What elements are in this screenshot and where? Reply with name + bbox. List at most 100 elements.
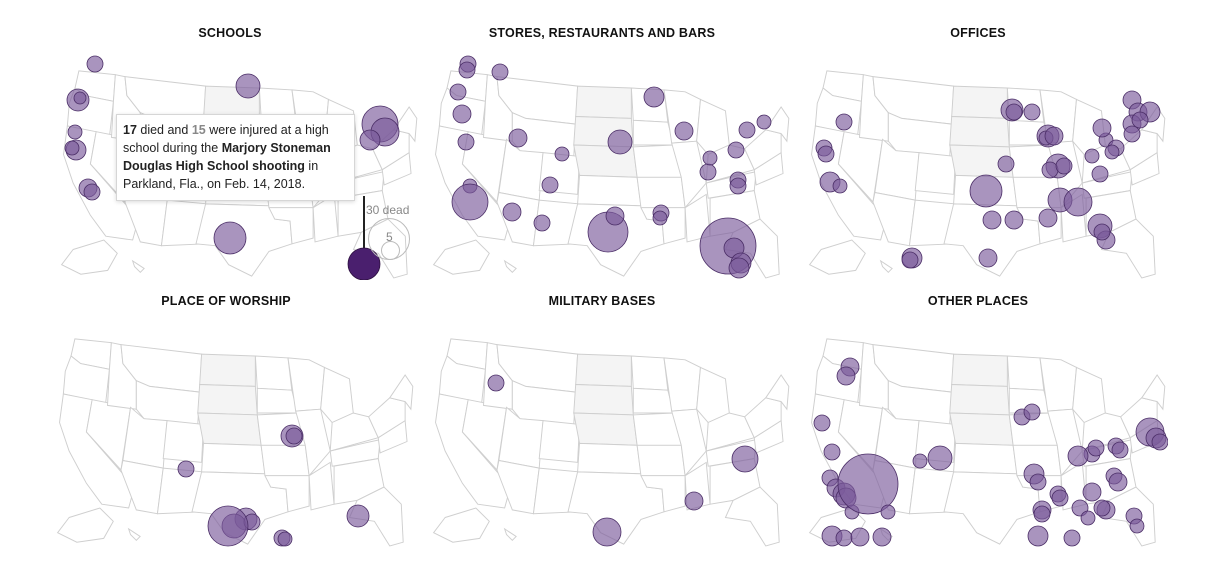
incident-bubble[interactable]: [1131, 111, 1149, 129]
incident-bubble[interactable]: [1151, 433, 1168, 451]
incident-bubble[interactable]: [285, 427, 303, 445]
incident-bubble[interactable]: [554, 146, 570, 162]
incident-bubble[interactable]: [1104, 144, 1120, 160]
bubble-group: [813, 357, 1168, 547]
incident-bubble[interactable]: [1129, 518, 1145, 534]
incident-bubble[interactable]: [1038, 208, 1058, 228]
us-map: [432, 338, 790, 547]
highlighted-bubble[interactable]: [347, 247, 381, 280]
incident-bubble[interactable]: [927, 445, 953, 471]
incident-bubble[interactable]: [1023, 403, 1041, 421]
state-shape: [951, 353, 1008, 387]
incident-bubble[interactable]: [1005, 103, 1023, 121]
incident-bubble[interactable]: [1063, 187, 1093, 217]
incident-bubble[interactable]: [912, 453, 928, 469]
incident-bubble[interactable]: [1044, 126, 1064, 146]
state-shape: [636, 444, 686, 477]
incident-bubble[interactable]: [359, 129, 381, 151]
incident-bubble[interactable]: [508, 128, 528, 148]
incident-bubble[interactable]: [813, 414, 831, 432]
incident-bubble[interactable]: [1082, 482, 1102, 502]
incident-bubble[interactable]: [592, 517, 622, 547]
incident-bubble[interactable]: [901, 251, 919, 269]
incident-bubble[interactable]: [207, 505, 249, 547]
incident-bubble[interactable]: [235, 73, 261, 99]
incident-bubble[interactable]: [213, 221, 247, 255]
incident-bubble[interactable]: [835, 529, 853, 547]
us-map: [808, 70, 1166, 279]
incident-bubble[interactable]: [449, 83, 467, 101]
incident-bubble[interactable]: [533, 214, 551, 232]
incident-bubble[interactable]: [1029, 473, 1047, 491]
incident-bubble[interactable]: [502, 202, 522, 222]
bubble-group: [177, 424, 370, 547]
incident-bubble[interactable]: [1084, 148, 1100, 164]
incident-bubble[interactable]: [605, 206, 625, 226]
incident-bubble[interactable]: [836, 366, 856, 386]
incident-bubble[interactable]: [731, 445, 759, 473]
incident-bubble[interactable]: [1111, 441, 1129, 459]
incident-bubble[interactable]: [458, 61, 476, 79]
incident-bubble[interactable]: [541, 176, 559, 194]
incident-bubble[interactable]: [982, 210, 1002, 230]
incident-bubble[interactable]: [756, 114, 772, 130]
incident-bubble[interactable]: [1087, 439, 1105, 457]
incident-bubble[interactable]: [729, 177, 747, 195]
incident-bubble[interactable]: [346, 504, 370, 528]
incident-bubble[interactable]: [1091, 165, 1109, 183]
incident-bubble[interactable]: [643, 86, 665, 108]
incident-bubble[interactable]: [1051, 489, 1069, 507]
incident-bubble[interactable]: [1108, 472, 1128, 492]
incident-bubble[interactable]: [86, 55, 104, 73]
incident-bubble[interactable]: [177, 460, 195, 478]
incident-bubble[interactable]: [684, 491, 704, 511]
state-shape: [496, 459, 540, 515]
incident-bubble[interactable]: [67, 124, 83, 140]
incident-bubble[interactable]: [487, 374, 505, 392]
incident-bubble[interactable]: [1041, 161, 1059, 179]
incident-bubble[interactable]: [1080, 510, 1096, 526]
incident-bubble[interactable]: [457, 133, 475, 151]
incident-bubble[interactable]: [880, 504, 896, 520]
incident-bubble[interactable]: [978, 248, 998, 268]
incident-bubble[interactable]: [1093, 223, 1111, 241]
incident-bubble[interactable]: [607, 129, 633, 155]
incident-bubble[interactable]: [1033, 505, 1051, 523]
incident-bubble[interactable]: [652, 210, 668, 226]
incident-bubble[interactable]: [1092, 118, 1112, 138]
incident-bubble[interactable]: [872, 527, 892, 547]
incident-bubble[interactable]: [817, 145, 835, 163]
incident-bubble[interactable]: [1004, 210, 1024, 230]
state-shape: [764, 106, 790, 143]
incident-bubble[interactable]: [451, 183, 489, 221]
incident-bubble[interactable]: [1055, 157, 1073, 175]
incident-bubble[interactable]: [1027, 525, 1049, 547]
incident-bubble[interactable]: [73, 91, 87, 105]
incident-bubble[interactable]: [1123, 125, 1141, 143]
incident-bubble[interactable]: [64, 140, 80, 156]
incident-bubble[interactable]: [1063, 529, 1081, 547]
incident-bubble[interactable]: [823, 443, 841, 461]
incident-bubble[interactable]: [837, 453, 899, 515]
incident-bubble[interactable]: [1067, 445, 1089, 467]
incident-bubble[interactable]: [674, 121, 694, 141]
incident-bubble[interactable]: [738, 121, 756, 139]
state-shape: [914, 152, 957, 195]
incident-bubble[interactable]: [1093, 499, 1111, 517]
incident-bubble[interactable]: [491, 63, 509, 81]
incident-bubble[interactable]: [452, 104, 472, 124]
incident-bubble[interactable]: [728, 257, 750, 279]
incident-bubble[interactable]: [702, 150, 718, 166]
incident-bubble[interactable]: [699, 163, 717, 181]
incident-bubble[interactable]: [969, 174, 1003, 208]
incident-bubble[interactable]: [727, 141, 745, 159]
incident-bubble[interactable]: [850, 527, 870, 547]
state-shape: [60, 239, 118, 275]
incident-bubble[interactable]: [277, 531, 293, 547]
incident-bubble[interactable]: [832, 178, 848, 194]
incident-bubble[interactable]: [83, 183, 101, 201]
state-shape: [1100, 218, 1156, 279]
incident-bubble[interactable]: [835, 113, 853, 131]
incident-bubble[interactable]: [997, 155, 1015, 173]
incident-bubble[interactable]: [1023, 103, 1041, 121]
